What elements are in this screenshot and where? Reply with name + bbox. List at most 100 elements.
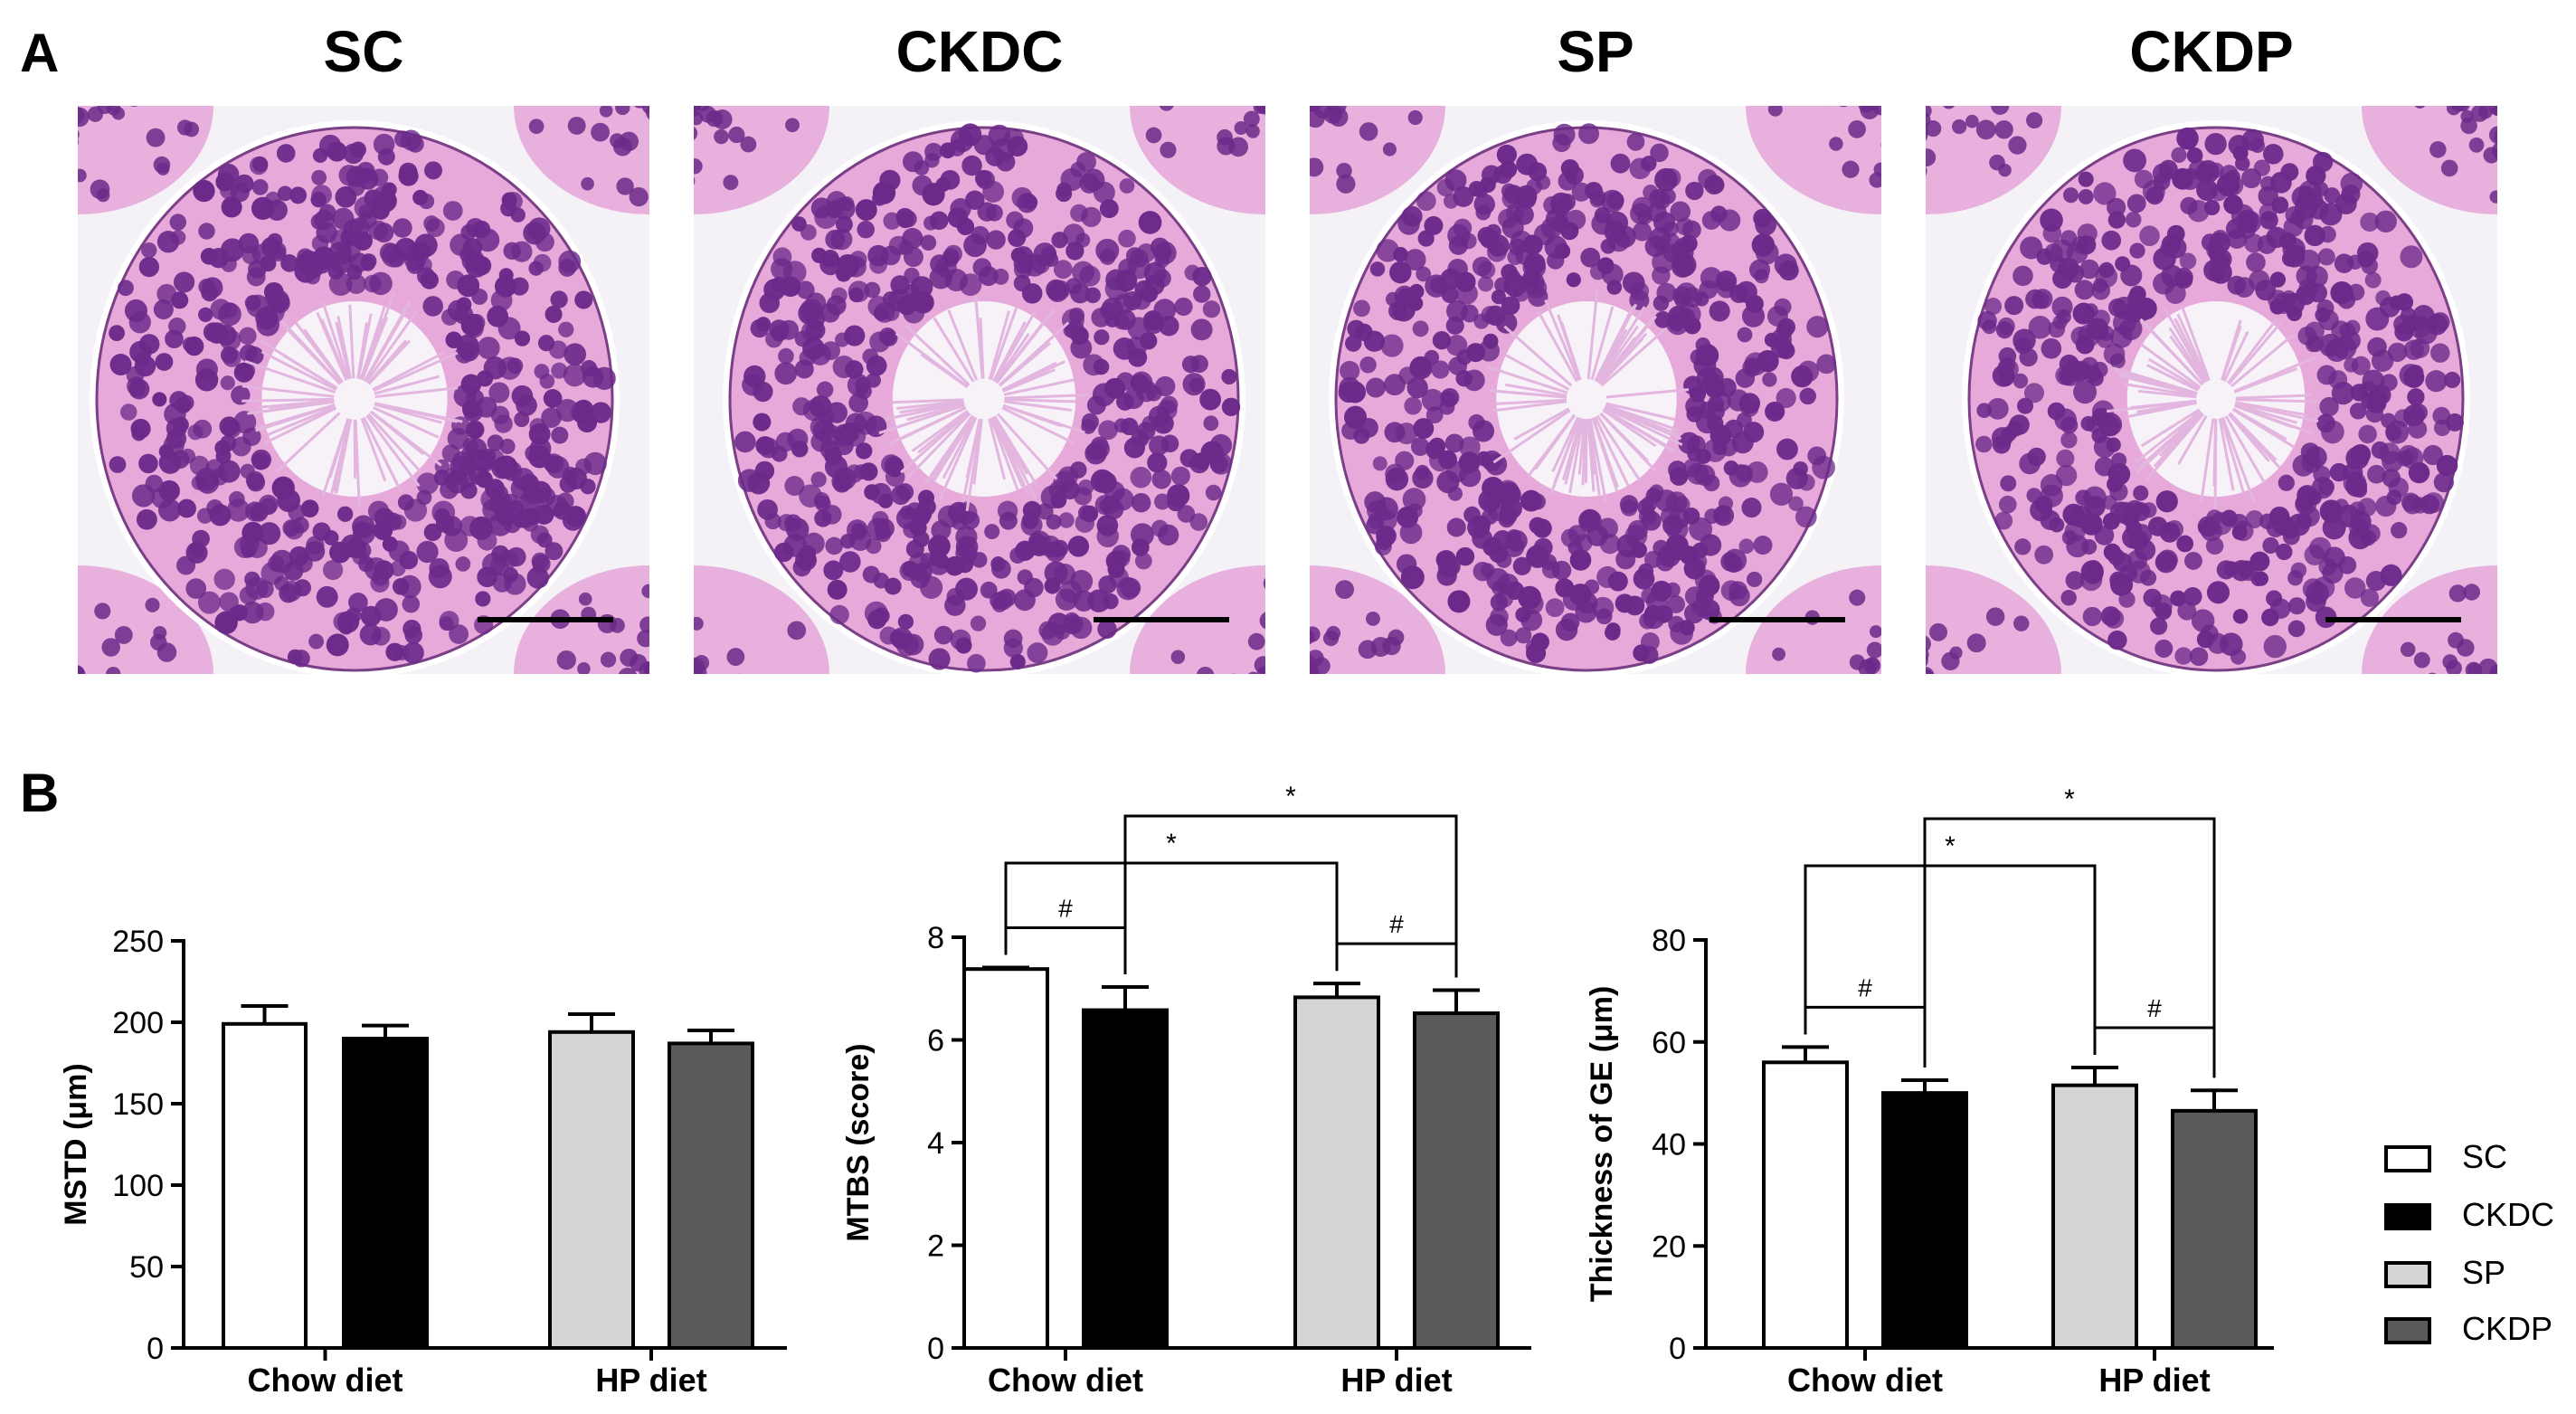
error-bar-sc	[241, 1004, 289, 1024]
y-tick-label: 8	[927, 921, 944, 955]
micrograph-image	[1926, 106, 2497, 674]
significance-label: #	[1058, 894, 1073, 922]
micrograph-title-sc: SC	[323, 19, 404, 84]
y-tick-label: 200	[112, 1006, 164, 1040]
germ-cells	[1338, 123, 1837, 664]
chart-2: 0 2 4 6 8 MTBS (score) Chow diet HP diet # # * *	[841, 782, 1531, 1399]
legend-label-ckdp: CKDP	[2462, 1310, 2553, 1347]
lumen	[878, 295, 1090, 512]
micrograph-ckdp	[1926, 106, 2497, 674]
error-bar-sp	[2071, 1065, 2118, 1086]
x-tick-label: Chow diet	[988, 1362, 1143, 1399]
error-bar-sc	[982, 965, 1029, 970]
significance-label: #	[1858, 973, 1872, 1001]
significance-label: *	[1285, 782, 1296, 811]
x-tick-label: Chow diet	[248, 1362, 403, 1399]
error-bar-ckdc	[362, 1023, 409, 1039]
x-tick-label: HP diet	[2098, 1362, 2210, 1399]
error-bar-sc	[1782, 1045, 1829, 1063]
significance-label: #	[1389, 910, 1404, 938]
y-tick-label: 4	[927, 1126, 944, 1161]
significance-bracket: #	[2093, 994, 2216, 1078]
error-bar-sp	[568, 1012, 615, 1032]
bar-ckdp-hp	[2171, 1108, 2258, 1350]
y-axis-label: MSTD (μm)	[59, 1063, 93, 1225]
y-tick-label: 0	[1669, 1332, 1686, 1366]
chart-3: 0 20 40 60 80 Thickness of GE (μm) Chow diet HP…	[1585, 784, 2274, 1399]
adjacent-tissue	[1310, 106, 1881, 674]
micrograph-sc	[78, 106, 649, 674]
significance-label: #	[2147, 994, 2162, 1022]
bar-ckdp-hp	[1413, 1011, 1500, 1350]
x-tick-label: Chow diet	[1787, 1362, 1943, 1399]
y-tick-label: 2	[927, 1229, 944, 1264]
micrograph-title-ckdc: CKDC	[895, 19, 1064, 84]
micrograph-sp	[1310, 106, 1881, 674]
bar-sp-hp	[1293, 995, 1380, 1350]
error-bar-ckdc	[1102, 985, 1149, 1011]
legend-swatch-sp	[2384, 1261, 2431, 1288]
error-bar-ckdp	[1433, 988, 1480, 1013]
bar-ckdc-chow	[342, 1037, 429, 1350]
y-tick-label: 20	[1652, 1229, 1686, 1264]
bar-ckdp-hp	[668, 1041, 754, 1351]
lumen	[242, 292, 463, 506]
lumen	[2106, 301, 2319, 510]
seminiferous-tubule	[1962, 120, 2470, 674]
y-tick-label: 250	[112, 925, 164, 959]
y-tick-label: 50	[129, 1250, 164, 1285]
seminiferous-tubule	[723, 120, 1245, 674]
significance-bracket: #	[1804, 973, 1927, 1068]
significance-label: *	[1166, 829, 1177, 859]
significance-bracket: *	[1923, 784, 2216, 1078]
bar-sc-chow	[1762, 1060, 1849, 1351]
germ-cells	[734, 123, 1241, 673]
bar-sc-chow	[222, 1021, 308, 1351]
y-tick-label: 6	[927, 1024, 944, 1058]
micrograph-title-ckdp: CKDP	[2129, 19, 2294, 84]
significance-label: *	[2064, 784, 2075, 814]
y-tick-label: 150	[112, 1087, 164, 1122]
significance-bracket: *	[1123, 782, 1458, 978]
legend-label-sp: SP	[2462, 1254, 2506, 1291]
germ-cells	[1975, 127, 2464, 667]
bar-ckdc-chow	[1082, 1008, 1169, 1350]
error-bar-ckdc	[1901, 1078, 1948, 1094]
micrograph-image	[1310, 106, 1881, 674]
legend-swatch-ckdp	[2384, 1317, 2431, 1344]
x-tick-label: HP diet	[1340, 1362, 1452, 1399]
bar-sc-chow	[962, 967, 1049, 1351]
legend-label-sc: SC	[2462, 1138, 2508, 1175]
y-axis-label: MTBS (score)	[841, 1043, 876, 1241]
legend-swatch-sc	[2384, 1145, 2431, 1172]
error-bar-sp	[1313, 982, 1360, 998]
y-tick-label: 40	[1652, 1128, 1686, 1163]
significance-label: *	[1945, 831, 1956, 861]
bar-ckdc-chow	[1881, 1091, 1968, 1350]
x-tick-label: HP diet	[595, 1362, 706, 1399]
panel-label-b: B	[20, 763, 60, 823]
micrograph-image	[78, 106, 649, 674]
bar-sp-hp	[548, 1030, 635, 1351]
micrograph-ckdc	[694, 106, 1265, 674]
y-tick-label: 0	[927, 1332, 944, 1366]
significance-bracket: #	[1004, 894, 1127, 975]
error-bar-ckdp	[687, 1029, 734, 1044]
legend-label-ckdc: CKDC	[2462, 1196, 2555, 1233]
significance-bracket: *	[1804, 831, 2097, 1055]
seminiferous-tubule	[90, 120, 620, 674]
micrograph-title-sp: SP	[1557, 19, 1634, 84]
seminiferous-tubule	[1329, 120, 1844, 674]
error-bar-ckdp	[2191, 1088, 2238, 1111]
y-tick-label: 60	[1652, 1026, 1686, 1060]
y-tick-label: 100	[112, 1169, 164, 1203]
panel-label-a: A	[20, 23, 60, 83]
lumen	[1485, 289, 1690, 503]
y-tick-label: 0	[147, 1332, 164, 1366]
micrograph-image	[694, 106, 1265, 674]
germ-cells	[109, 129, 616, 668]
legend-swatch-ckdc	[2384, 1203, 2431, 1230]
significance-bracket: *	[1004, 829, 1339, 972]
y-axis-label: Thickness of GE (μm)	[1585, 986, 1619, 1303]
